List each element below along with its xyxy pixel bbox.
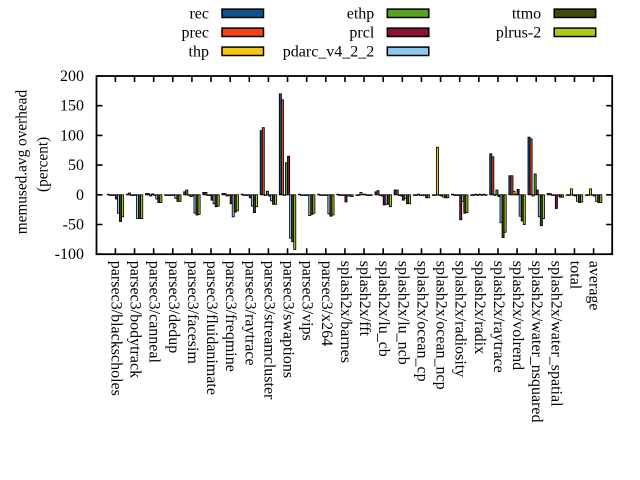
svg-text:parsec3/bodytrack: parsec3/bodytrack bbox=[127, 261, 144, 378]
svg-text:total: total bbox=[566, 261, 583, 290]
svg-text:average: average bbox=[586, 261, 603, 311]
svg-text:0: 0 bbox=[76, 187, 84, 204]
svg-text:100: 100 bbox=[60, 127, 84, 144]
svg-text:ethp: ethp bbox=[347, 6, 375, 23]
svg-text:parsec3/freqmine: parsec3/freqmine bbox=[222, 261, 239, 372]
svg-text:rec: rec bbox=[189, 6, 209, 23]
svg-text:parsec3/vips: parsec3/vips bbox=[299, 261, 316, 341]
svg-text:50: 50 bbox=[68, 157, 84, 174]
svg-text:splash2x/water_nsquared: splash2x/water_nsquared bbox=[528, 261, 545, 423]
svg-text:parsec3/swaptions: parsec3/swaptions bbox=[280, 261, 297, 378]
svg-text:splash2x/radiosity: splash2x/radiosity bbox=[452, 261, 469, 377]
svg-text:-50: -50 bbox=[63, 217, 84, 234]
svg-text:splash2x/fft: splash2x/fft bbox=[356, 261, 373, 337]
svg-text:splash2x/volrend: splash2x/volrend bbox=[509, 261, 526, 370]
svg-text:plrus-2: plrus-2 bbox=[496, 25, 541, 42]
svg-text:parsec3/streamcluster: parsec3/streamcluster bbox=[260, 261, 277, 400]
svg-text:splash2x/lu_ncb: splash2x/lu_ncb bbox=[394, 261, 411, 365]
svg-text:parsec3/facesim: parsec3/facesim bbox=[184, 261, 201, 365]
svg-text:(percent): (percent) bbox=[34, 137, 51, 192]
svg-text:splash2x/ocean_ncp: splash2x/ocean_ncp bbox=[433, 261, 450, 390]
svg-text:parsec3/canneal: parsec3/canneal bbox=[146, 261, 163, 364]
svg-text:parsec3/x264: parsec3/x264 bbox=[318, 261, 335, 346]
svg-text:splash2x/lu_cb: splash2x/lu_cb bbox=[375, 261, 392, 357]
svg-text:prcl: prcl bbox=[349, 25, 374, 42]
svg-text:memused.avg overhead: memused.avg overhead bbox=[14, 90, 31, 235]
svg-text:parsec3/raytrace: parsec3/raytrace bbox=[241, 261, 258, 366]
svg-text:splash2x/ocean_cp: splash2x/ocean_cp bbox=[413, 261, 430, 382]
svg-text:200: 200 bbox=[60, 68, 84, 85]
svg-text:thp: thp bbox=[189, 44, 209, 61]
svg-text:parsec3/blackscholes: parsec3/blackscholes bbox=[107, 261, 124, 396]
svg-text:parsec3/fluidanimate: parsec3/fluidanimate bbox=[203, 261, 220, 395]
svg-text:splash2x/raytrace: splash2x/raytrace bbox=[490, 261, 507, 373]
svg-text:150: 150 bbox=[60, 98, 84, 115]
svg-text:splash2x/barnes: splash2x/barnes bbox=[337, 261, 354, 363]
svg-text:splash2x/water_spatial: splash2x/water_spatial bbox=[547, 261, 564, 407]
svg-text:parsec3/dedup: parsec3/dedup bbox=[165, 261, 182, 353]
svg-text:splash2x/radix: splash2x/radix bbox=[471, 261, 488, 354]
svg-text:prec: prec bbox=[181, 25, 209, 42]
svg-text:ttmo: ttmo bbox=[512, 6, 541, 23]
svg-text:-100: -100 bbox=[55, 246, 84, 263]
svg-text:pdarc_v4_2_2: pdarc_v4_2_2 bbox=[283, 44, 375, 61]
